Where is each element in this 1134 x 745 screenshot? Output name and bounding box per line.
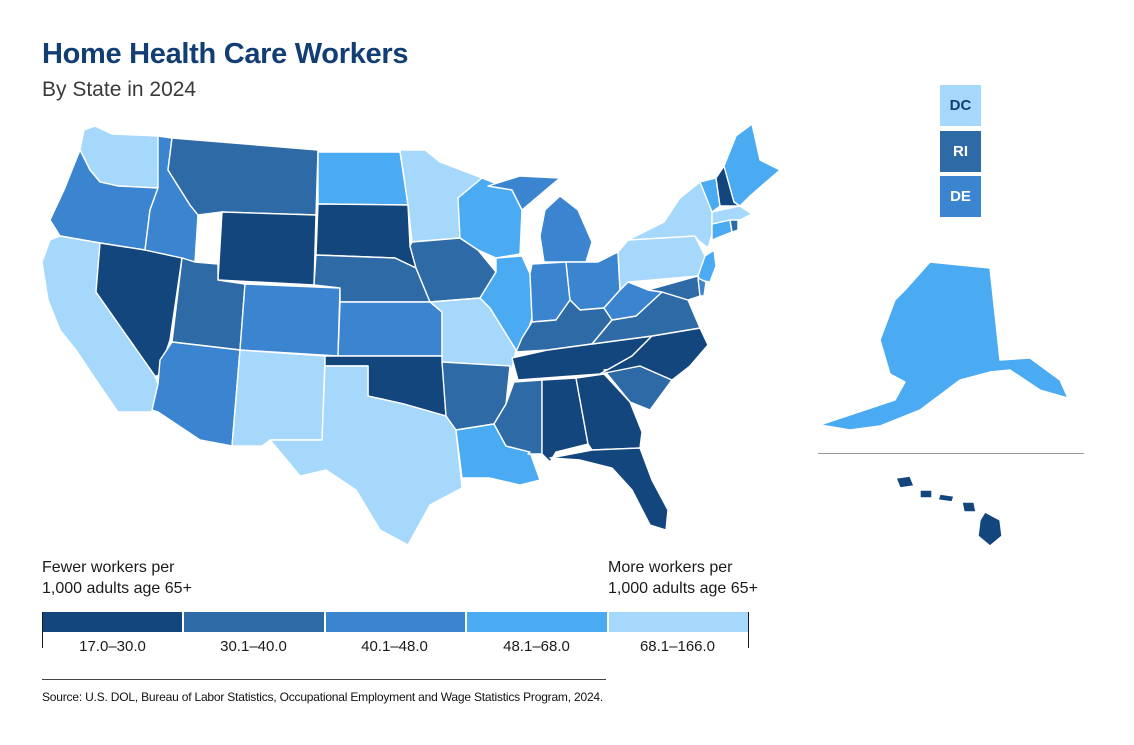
source-divider xyxy=(42,679,606,680)
legend-label-5: 68.1–166.0 xyxy=(639,638,716,655)
legend-swatch-4 xyxy=(467,612,610,632)
legend-swatch-2 xyxy=(183,612,326,632)
legend-color-bar xyxy=(42,612,749,632)
legend-swatch-1 xyxy=(42,612,184,632)
inset-separator xyxy=(818,453,1084,454)
state-ME[interactable] xyxy=(723,123,781,207)
small-state-ri[interactable]: RI xyxy=(940,131,981,172)
state-GA[interactable] xyxy=(575,373,643,451)
small-state-de[interactable]: DE xyxy=(940,176,981,217)
legend-right-caption: More workers per 1,000 adults age 65+ xyxy=(608,559,758,597)
state-HI-molokai[interactable] xyxy=(937,493,955,503)
state-NY[interactable] xyxy=(627,181,713,249)
legend-label-2: 30.1–40.0 xyxy=(220,638,287,655)
state-MI2[interactable] xyxy=(539,195,593,263)
state-FL[interactable] xyxy=(549,447,669,531)
legend-tick-right xyxy=(748,612,749,648)
state-HI-group xyxy=(895,475,1003,547)
state-ND[interactable] xyxy=(317,151,409,206)
state-AZ[interactable] xyxy=(151,341,241,447)
small-state-label: DC xyxy=(949,97,972,114)
state-MI[interactable] xyxy=(487,175,561,211)
state-NM[interactable] xyxy=(231,349,326,447)
state-WY[interactable] xyxy=(217,211,317,286)
state-AK[interactable] xyxy=(819,261,1069,431)
legend-label-1: 17.0–30.0 xyxy=(79,638,146,655)
legend-tick-left xyxy=(42,612,43,648)
legend-label-3: 40.1–48.0 xyxy=(361,638,428,655)
state-MT[interactable] xyxy=(167,137,319,216)
state-HI-oahu[interactable] xyxy=(919,489,933,499)
map-subtitle: By State in 2024 xyxy=(42,78,197,101)
state-DE[interactable] xyxy=(697,277,707,297)
source-note: Source: U.S. DOL, Bureau of Labor Statis… xyxy=(42,690,604,704)
state-WI[interactable] xyxy=(457,177,523,259)
legend-label-4: 48.1–68.0 xyxy=(503,638,570,655)
legend-swatch-3 xyxy=(325,612,468,632)
state-TX[interactable] xyxy=(269,365,463,546)
legend-swatch-5 xyxy=(609,612,749,632)
state-CO[interactable] xyxy=(239,283,341,357)
state-HI[interactable] xyxy=(977,511,1003,547)
state-MD[interactable] xyxy=(647,275,701,301)
small-state-dc[interactable]: DC xyxy=(940,85,981,126)
state-HI-kauai[interactable] xyxy=(895,475,915,489)
state-HI-maui[interactable] xyxy=(961,501,977,513)
small-state-label: DE xyxy=(950,188,971,205)
state-NC[interactable] xyxy=(599,327,709,381)
legend-left-caption: Fewer workers per 1,000 adults age 65+ xyxy=(42,559,192,597)
map-title: Home Health Care Workers xyxy=(42,38,409,70)
small-state-label: RI xyxy=(953,143,968,160)
state-KS[interactable] xyxy=(337,301,443,357)
